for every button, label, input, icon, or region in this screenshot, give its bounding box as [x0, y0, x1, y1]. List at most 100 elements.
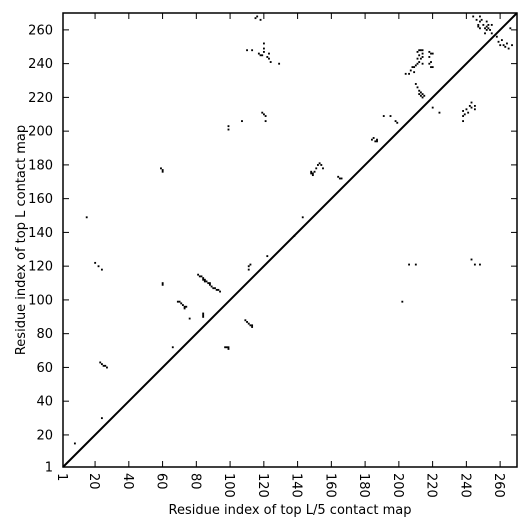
- contact-point: [495, 35, 498, 38]
- contact-point: [463, 113, 466, 116]
- contact-point: [251, 326, 254, 328]
- contact-point: [489, 29, 492, 31]
- contact-point: [203, 278, 206, 281]
- contact-point: [411, 66, 414, 69]
- contact-point: [171, 346, 174, 349]
- x-tick-label: 160: [322, 473, 337, 498]
- contact-point: [311, 172, 314, 175]
- contact-point: [100, 363, 103, 366]
- contact-point: [268, 52, 270, 55]
- y-tick-label: 60: [36, 361, 53, 376]
- contact-point: [185, 305, 188, 308]
- contact-point: [485, 20, 488, 23]
- contact-point: [480, 18, 483, 21]
- x-tick-label: 120: [255, 473, 270, 498]
- y-tick-label: 200: [28, 125, 53, 140]
- contact-point: [473, 263, 476, 266]
- contact-point: [511, 44, 513, 47]
- contact-point: [251, 49, 254, 52]
- contact-point: [161, 282, 164, 285]
- contact-point: [259, 54, 262, 57]
- contact-point: [475, 18, 478, 21]
- contact-point: [215, 288, 218, 291]
- contact-point: [161, 283, 164, 286]
- contact-point: [203, 280, 206, 283]
- contact-point: [418, 61, 421, 63]
- contact-point: [418, 89, 421, 92]
- contact-point: [374, 140, 377, 143]
- contact-point: [499, 44, 502, 47]
- contact-point: [257, 52, 260, 55]
- contact-point: [262, 42, 265, 45]
- contact-point: [414, 64, 417, 67]
- contact-point: [421, 56, 424, 58]
- contact-point: [497, 40, 500, 43]
- contact-point: [197, 273, 200, 276]
- contact-point: [490, 23, 493, 26]
- contact-point: [382, 115, 385, 117]
- contact-point: [416, 86, 419, 89]
- contact-point: [396, 121, 399, 124]
- contact-point: [210, 285, 213, 288]
- contact-point: [183, 307, 186, 310]
- contact-point: [430, 61, 432, 63]
- contact-point: [371, 138, 373, 141]
- diagonal-line: [62, 12, 518, 468]
- contact-point: [317, 164, 319, 166]
- contact-point: [473, 108, 476, 111]
- y-tick-label: 180: [28, 158, 53, 173]
- contact-point: [264, 120, 267, 123]
- contact-point: [180, 302, 183, 305]
- contact-point: [94, 261, 97, 264]
- contact-point: [202, 314, 205, 317]
- contact-point: [102, 364, 105, 367]
- x-tick-label: 180: [356, 473, 371, 498]
- contact-point: [161, 169, 164, 171]
- contact-point: [219, 290, 221, 293]
- contact-point: [200, 275, 203, 278]
- y-tick-label: 100: [28, 293, 53, 308]
- contact-point: [313, 170, 316, 173]
- x-tick-label: 1: [54, 473, 69, 481]
- contact-point: [256, 15, 259, 18]
- contact-point: [500, 39, 503, 42]
- contact-point: [376, 138, 378, 141]
- contact-point: [430, 66, 432, 69]
- contact-point: [262, 47, 265, 50]
- contact-point: [246, 321, 248, 323]
- contact-point: [418, 49, 421, 52]
- contact-point: [104, 364, 107, 367]
- contact-point: [421, 93, 424, 96]
- x-tick-label: 220: [424, 473, 439, 498]
- contact-point: [479, 27, 481, 30]
- contact-point: [261, 111, 264, 114]
- contact-point: [212, 287, 215, 290]
- contact-point: [477, 25, 480, 28]
- contact-point: [421, 49, 424, 52]
- contact-point: [394, 120, 397, 123]
- y-tick-label: 220: [28, 91, 53, 106]
- contact-point: [431, 106, 434, 109]
- contact-point: [160, 167, 162, 170]
- contact-point: [509, 27, 512, 30]
- contact-point: [97, 265, 100, 268]
- contact-point: [404, 72, 407, 75]
- x-tick-label: 100: [221, 473, 236, 498]
- contact-point: [227, 346, 230, 349]
- contact-point: [419, 57, 422, 60]
- contact-point: [249, 324, 252, 327]
- contact-point: [479, 15, 481, 18]
- contact-point: [473, 104, 476, 107]
- contact-point: [259, 18, 262, 21]
- contact-point: [225, 346, 228, 349]
- contact-point: [315, 167, 318, 170]
- contact-point: [487, 27, 490, 30]
- contact-point: [485, 29, 488, 31]
- contact-point: [414, 263, 417, 266]
- contact-point: [264, 115, 267, 117]
- contact-point: [506, 42, 508, 45]
- contact-point: [85, 216, 88, 219]
- contact-point: [338, 177, 341, 180]
- contact-point: [416, 50, 419, 53]
- contact-point: [416, 62, 419, 65]
